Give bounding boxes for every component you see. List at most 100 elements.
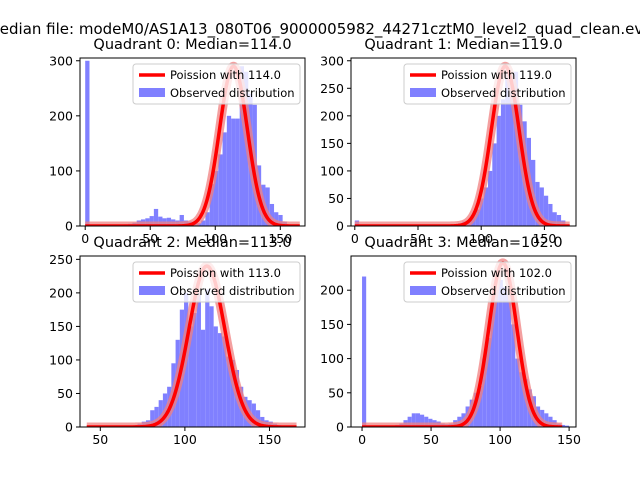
- y-tick-label: 300: [320, 53, 344, 68]
- y-tick-label: 50: [328, 385, 344, 400]
- histogram-bar: [205, 212, 210, 226]
- poisson-curve: [85, 264, 298, 427]
- legend-bar-swatch: [139, 286, 165, 295]
- histogram-bar: [483, 187, 489, 226]
- x-tick-label: 100: [488, 432, 512, 447]
- histogram-bar: [415, 413, 421, 427]
- legend-box: [403, 63, 572, 105]
- histogram-bar: [548, 416, 553, 427]
- y-tick-label: 150: [320, 136, 344, 151]
- y-tick-label: 150: [320, 317, 344, 332]
- histogram-bar: [226, 356, 231, 427]
- histogram-bar: [477, 385, 483, 427]
- histogram-bar: [548, 203, 553, 226]
- figure-title: Median file: modeM0/AS1A13_080T06_900000…: [0, 20, 640, 39]
- legend-entry-observed: Observed distribution: [441, 284, 566, 298]
- histogram-bar: [362, 276, 367, 427]
- histogram-bar: [269, 203, 275, 226]
- histogram-bar: [213, 170, 219, 226]
- panels-group: Quadrant 0: Median=114.0 0 50 100 150 0 100 200…: [49, 37, 581, 447]
- histogram-bar: [560, 424, 565, 427]
- histogram-bar: [222, 132, 227, 226]
- histogram-bar: [511, 324, 516, 427]
- histogram-bar: [486, 338, 491, 427]
- panel-2: Quadrant 2: Median=113.0 50 100 150 0 50 100 15…: [49, 235, 306, 447]
- histogram-bar: [209, 306, 214, 427]
- histogram-bar: [153, 208, 159, 226]
- legend: Poission with 113.0 Observed distribution: [132, 261, 301, 303]
- legend-box: [403, 261, 572, 303]
- histogram-bar: [230, 359, 235, 427]
- histogram-bar: [209, 184, 214, 226]
- x-tick-label: 50: [423, 432, 439, 447]
- y-tick-label: 100: [320, 163, 344, 178]
- histogram-bar: [539, 187, 544, 226]
- histogram-bar: [251, 403, 256, 427]
- histogram-bar: [424, 416, 429, 427]
- histogram-bar: [519, 372, 524, 427]
- histogram-bar: [265, 187, 270, 226]
- legend-entry-poisson: Poission with 113.0: [170, 266, 281, 280]
- legend-entry-poisson: Poission with 102.0: [441, 266, 552, 280]
- panel-title: Quadrant 1: Median=119.0: [364, 37, 562, 53]
- legend-box: [132, 261, 301, 303]
- histogram-bar: [213, 326, 218, 427]
- histogram-bar: [407, 416, 412, 427]
- x-tick-label: 150: [532, 231, 556, 246]
- histogram-bar: [150, 410, 155, 427]
- histogram-bar: [515, 358, 520, 427]
- histogram-bar: [85, 60, 90, 226]
- histogram-bar: [200, 329, 206, 427]
- y-tick-label: 0: [65, 219, 73, 234]
- y-tick-label: 0: [336, 420, 344, 435]
- histogram-bar: [222, 336, 227, 427]
- histogram-bar: [255, 410, 261, 427]
- histogram-bar: [205, 289, 210, 427]
- histogram-bar: [505, 71, 510, 226]
- histogram-bar: [564, 425, 570, 427]
- panel-title: Quadrant 2: Median=113.0: [93, 235, 291, 251]
- x-tick-label: 50: [92, 432, 108, 447]
- plot-area: [81, 60, 304, 226]
- histogram-bar: [411, 413, 416, 427]
- y-tick-label: 100: [49, 352, 73, 367]
- histogram-bar: [544, 413, 549, 427]
- axes-frame: [79, 57, 306, 227]
- plot-area: [358, 258, 570, 427]
- axes-frame: [79, 255, 306, 428]
- axes-frame: [350, 57, 577, 227]
- legend-entry-observed: Observed distribution: [441, 86, 566, 100]
- legend: Poission with 102.0 Observed distribution: [403, 261, 572, 303]
- y-tick-label: 200: [49, 108, 73, 123]
- histogram-bar: [506, 293, 512, 427]
- histogram-bar: [502, 286, 507, 427]
- histogram-bar: [154, 406, 159, 427]
- histogram-bar: [494, 290, 499, 427]
- y-tick-label: 250: [320, 81, 344, 96]
- y-tick-label: 0: [65, 420, 73, 435]
- histogram-bar: [479, 198, 484, 226]
- legend: Poission with 119.0 Observed distribution: [403, 63, 572, 105]
- histogram-bar: [496, 115, 501, 226]
- legend-entry-observed: Observed distribution: [170, 284, 295, 298]
- histogram-bar: [498, 279, 503, 427]
- histogram-bar: [420, 414, 425, 427]
- y-tick-label: 50: [328, 191, 344, 206]
- histogram-bar: [188, 326, 193, 427]
- plot-area: [351, 61, 574, 226]
- y-tick-label: 100: [49, 163, 73, 178]
- histogram-bar: [179, 214, 184, 226]
- y-tick-label: 300: [49, 53, 73, 68]
- x-tick-label: 50: [142, 231, 158, 246]
- histogram-bar: [482, 358, 487, 427]
- poisson-curve: [84, 64, 301, 226]
- x-tick-label: 150: [258, 432, 282, 447]
- panel-title: Quadrant 0: Median=114.0: [93, 37, 291, 53]
- plot-area: [83, 261, 301, 427]
- histogram-bar: [158, 400, 163, 427]
- histogram-bar: [239, 66, 245, 226]
- histogram-bar: [218, 154, 223, 226]
- y-tick-label: 250: [49, 252, 73, 267]
- histogram-bar: [226, 115, 232, 226]
- x-tick-label: 150: [557, 432, 581, 447]
